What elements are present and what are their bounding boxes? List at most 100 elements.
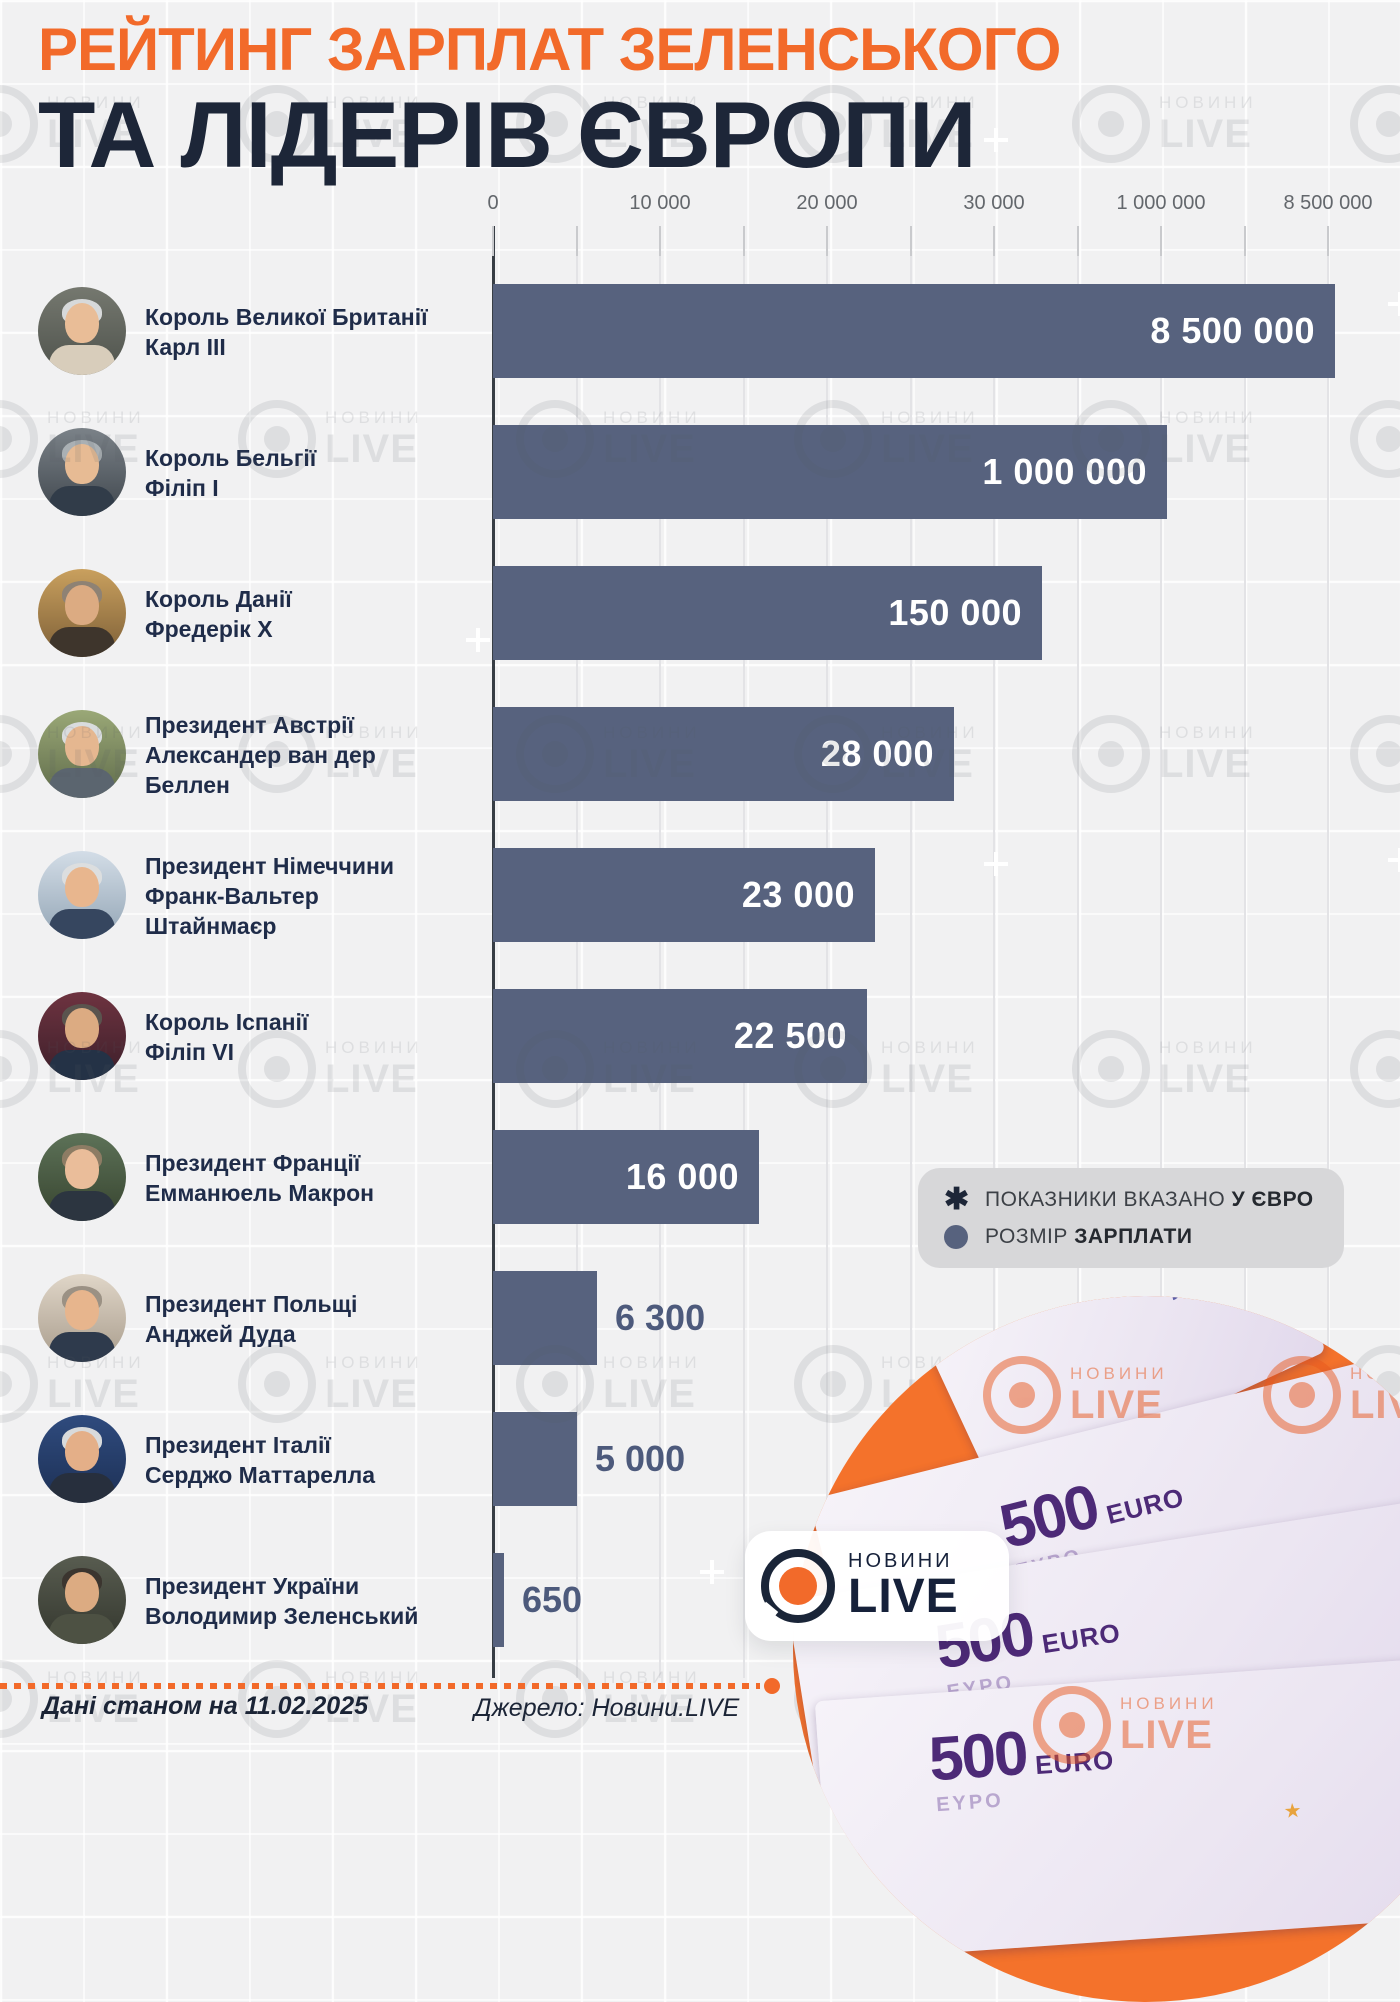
leader-name-line: Король Бельгії <box>145 444 317 471</box>
gridline <box>909 226 912 1678</box>
gridline <box>1243 226 1246 1678</box>
chart-axis-line <box>492 226 495 1678</box>
chart-row: Король Бельгії Філіп I 1 000 000 <box>0 402 1400 543</box>
axis-tick-mark <box>909 226 912 256</box>
axis-tick-mark <box>826 226 828 256</box>
watermark-text-bottom: LIVE <box>1159 112 1252 156</box>
salary-value: 150 000 <box>888 592 1022 633</box>
watermark-text-top: НОВИНИ <box>1350 1364 1400 1383</box>
gridline <box>1160 226 1162 1678</box>
axis-tick-mark <box>1160 226 1162 256</box>
avatar-suit <box>49 1614 115 1644</box>
watermark-text-bottom: LIVE <box>1070 1383 1163 1427</box>
avatar-face <box>65 1431 99 1471</box>
leader-name-line: Президент Німеччини <box>145 852 394 879</box>
salary-value: 28 000 <box>820 733 934 774</box>
salary-bar: 28 000 <box>493 707 954 801</box>
avatar-suit <box>49 1050 115 1080</box>
avatar-suit <box>49 345 115 375</box>
leader-name-line: Александер ван дер <box>145 741 376 768</box>
leader-name: Президент Австрії Александер ван дер Белле… <box>145 684 450 825</box>
logo-ring-icon <box>755 1549 835 1625</box>
gridline <box>1327 226 1329 1678</box>
avatar-face <box>65 1008 99 1048</box>
salary-value: 23 000 <box>741 874 855 915</box>
watermark-text-bottom: LIVE <box>1120 1713 1213 1757</box>
axis-tick-mark <box>742 226 745 256</box>
avatar-suit <box>49 1191 115 1221</box>
leader-name-line: Президент Польщі <box>145 1290 358 1317</box>
watermark-ring-icon <box>1350 85 1400 163</box>
salary-bar <box>493 1271 597 1365</box>
leader-photo <box>38 1133 126 1221</box>
leader-photo <box>38 1274 126 1362</box>
avatar-suit <box>49 486 115 516</box>
gridline <box>659 226 661 1678</box>
orange-dotted-divider <box>0 1683 760 1689</box>
chart-row: Король Іспанії Філіп VI 22 500 <box>0 966 1400 1107</box>
avatar-face <box>65 867 99 907</box>
chart-row: Президент Німеччини Франк-Вальтер Штайнмає… <box>0 825 1400 966</box>
leader-name-line: Фредерік X <box>145 615 273 642</box>
chart-row: Президент Італії Серджо Маттарелла 5 000 <box>0 1389 1400 1530</box>
legend-units-text: ПОКАЗНИКИ ВКАЗАНО У ЄВРО <box>985 1188 1314 1211</box>
leader-photo <box>38 428 126 516</box>
plus-mark <box>984 128 1008 152</box>
data-date-note: Дані станом на 11.02.2025 <box>42 1692 369 1720</box>
leader-photo <box>38 569 126 657</box>
novyny-live-logo: НОВИНИ LIVE <box>745 1531 1009 1641</box>
chart-row: Президент Франції Емманюель Макрон 16 000 <box>0 1107 1400 1248</box>
eu-flag-patch: ★ <box>1211 1296 1273 1301</box>
watermark-ring-icon <box>983 1356 1061 1434</box>
salary-bar: 1 000 000 <box>493 425 1167 519</box>
leader-name: Президент Франції Емманюель Макрон <box>145 1107 450 1248</box>
salary-value: 650 <box>522 1579 583 1620</box>
legend-row-size: РОЗМІР ЗАРПЛАТИ <box>944 1225 1192 1249</box>
avatar-face <box>65 726 99 766</box>
infographic-title: РЕЙТИНГ ЗАРПЛАТ ЗЕЛЕНСЬКОГО ТА ЛІДЕРІВ Є… <box>38 20 1061 187</box>
salary-bar: 16 000 <box>493 1130 759 1224</box>
watermark-ring-icon <box>1033 1686 1111 1764</box>
avatar-face <box>65 303 99 343</box>
avatar-suit <box>49 1473 115 1503</box>
axis-tick-mark <box>993 226 995 256</box>
chart-row: Президент України Володимир Зеленський 650 <box>0 1530 1400 1671</box>
gridline <box>993 226 995 1678</box>
avatar-suit <box>49 1332 115 1362</box>
leader-name: Президент Німеччини Франк-Вальтер Штайнмає… <box>145 825 450 966</box>
gridline <box>575 226 578 1678</box>
salary-value: 6 300 <box>615 1297 706 1338</box>
leader-name-line: Філіп VI <box>145 1038 235 1065</box>
avatar-face <box>65 1290 99 1330</box>
avatar-face <box>65 585 99 625</box>
title-line-2: ТА ЛІДЕРІВ ЄВРОПИ <box>38 82 977 187</box>
watermark-text-top: НОВИНИ <box>1070 1364 1168 1383</box>
source-note: Джерело: Новини.LIVE <box>474 1694 740 1722</box>
leader-name-line: Карл III <box>145 333 226 360</box>
plus-mark <box>1388 848 1400 872</box>
legend-row-units: ✱ ПОКАЗНИКИ ВКАЗАНО У ЄВРО <box>944 1185 1314 1215</box>
salary-value: 16 000 <box>625 1156 739 1197</box>
axis-tick-mark <box>492 226 494 256</box>
gridline <box>826 226 828 1678</box>
leader-name-line: Філіп I <box>145 474 219 501</box>
axis-tick-mark <box>1076 226 1079 256</box>
axis-tick-label: 20 000 <box>796 192 858 214</box>
leader-name-line: Франк-Вальтер <box>145 882 319 909</box>
plus-mark <box>466 628 490 652</box>
leader-name-line: Штайнмаєр <box>145 912 277 939</box>
watermark-ring-icon <box>1072 85 1150 163</box>
axis-tick-label: 10 000 <box>629 192 691 214</box>
legend-size-text: РОЗМІР ЗАРПЛАТИ <box>985 1225 1193 1248</box>
leader-photo <box>38 851 126 939</box>
leader-name-line: Емманюель Макрон <box>145 1179 375 1206</box>
axis-tick-mark <box>659 226 661 256</box>
axis-tick-mark <box>575 226 578 256</box>
